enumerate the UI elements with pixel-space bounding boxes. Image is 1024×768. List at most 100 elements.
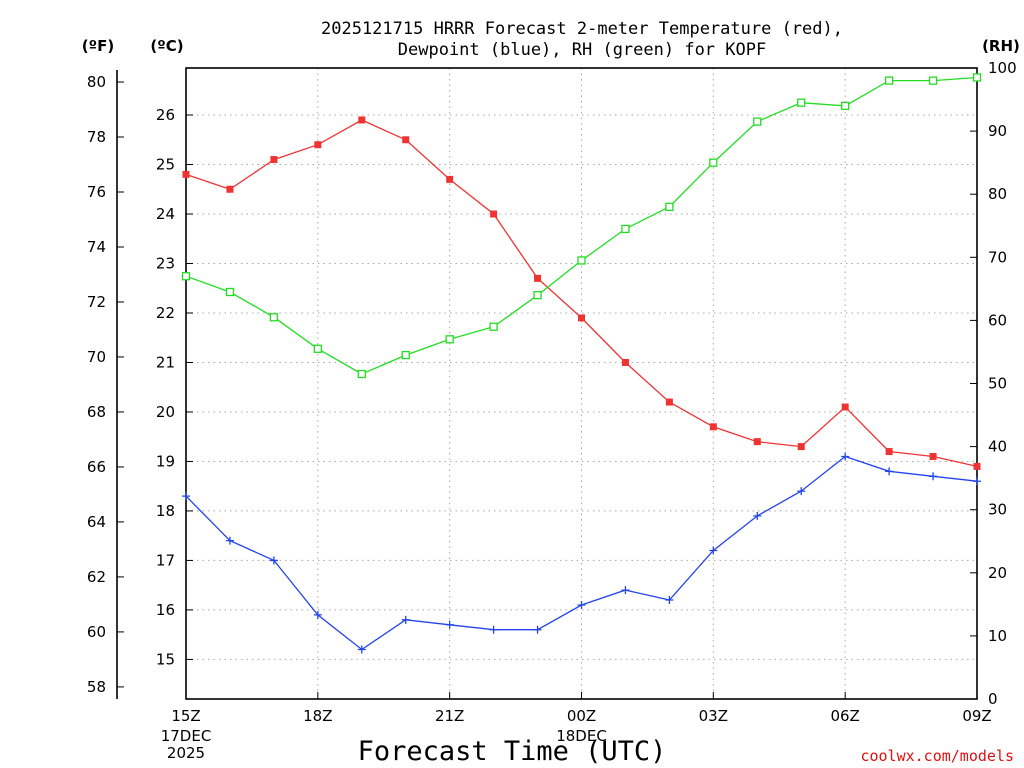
2-meter-temperature-point [578, 314, 585, 322]
dewpoint-point [182, 492, 190, 501]
axis-layer: 58 60 62 64 66 68 70 72 74 76 78 80 15 16 17 18 19 20 21 22… [87, 59, 1017, 762]
2-meter-temperature-point [929, 452, 937, 460]
celsius-tick-label: 18 [156, 502, 175, 520]
dewpoint-point [973, 477, 981, 486]
chart-title-line-1: 2025121715 HRRR Forecast 2-meter Tempera… [321, 19, 843, 39]
dewpoint-point [753, 511, 762, 520]
dewpoint-point [489, 625, 498, 634]
series-layer [181, 73, 982, 654]
fahrenheit-tick-label: 72 [87, 293, 106, 311]
rh-point [709, 158, 718, 167]
fahrenheit-tick-label: 76 [87, 183, 106, 201]
x-tick-sublabel: 17DEC [161, 727, 212, 745]
rh-point [841, 101, 850, 111]
rh-tick-label: 90 [988, 122, 1007, 140]
dewpoint-point [445, 620, 454, 629]
fahrenheit-tick-label: 74 [87, 238, 106, 256]
celsius-tick-label: 15 [156, 650, 175, 668]
dewpoint-point [885, 467, 894, 476]
rh-point [445, 335, 454, 344]
fahrenheit-tick-label: 80 [87, 73, 106, 91]
2-meter-temperature-point [358, 116, 366, 124]
celsius-tick-label: 17 [156, 551, 175, 569]
dewpoint-point [621, 586, 630, 595]
x-tick-label: 03Z [699, 707, 728, 725]
x-axis-title: Forecast Time (UTC) [358, 736, 667, 767]
2-meter-temperature-point [885, 448, 893, 456]
rh-tick-label: 10 [988, 627, 1007, 645]
rh-tick-label: 60 [988, 311, 1007, 329]
fahrenheit-tick-label: 70 [87, 348, 106, 366]
rh-point [665, 202, 674, 211]
2-meter-temperature-line [185, 119, 978, 468]
celsius-tick-label: 24 [156, 205, 175, 223]
x-tick-label: 15Z [171, 707, 200, 725]
fahrenheit-tick-label: 66 [87, 458, 106, 476]
rh-point [357, 369, 366, 379]
x-tick-label: 21Z [435, 707, 464, 725]
dewpoint-point [929, 472, 938, 481]
rh-tick-label: 30 [988, 501, 1007, 519]
rh-point [225, 287, 235, 297]
dewpoint-point [709, 546, 718, 555]
rh-point [269, 313, 279, 322]
dewpoint-point [401, 615, 410, 624]
rh-point [753, 117, 762, 126]
rh-tick-label: 100 [988, 59, 1017, 77]
2-meter-temperature-point [797, 443, 805, 451]
credit-label: coolwx.com/models [860, 747, 1014, 765]
dewpoint-point [269, 556, 278, 565]
chart-title-line-2: Dewpoint (blue), RH (green) for KOPF [398, 40, 766, 60]
2-meter-temperature-point [621, 358, 629, 366]
2-meter-temperature-point [446, 175, 454, 183]
dewpoint-point [225, 536, 234, 545]
2-meter-temperature-point [534, 274, 542, 282]
fahrenheit-unit-label: (ºF) [82, 37, 114, 55]
rh-tick-label: 0 [988, 690, 998, 708]
fahrenheit-tick-label: 62 [87, 568, 106, 586]
2-meter-temperature-point [490, 210, 498, 218]
rh-tick-label: 80 [988, 185, 1007, 203]
dewpoint-point [577, 600, 586, 609]
2-meter-temperature-point [665, 398, 673, 406]
x-tick-label: 09Z [962, 707, 991, 725]
rh-tick-label: 20 [988, 564, 1007, 582]
dewpoint-point [313, 610, 322, 619]
dewpoint-point [841, 452, 850, 461]
rh-point [928, 76, 938, 85]
celsius-unit-label: (ºC) [150, 37, 183, 55]
celsius-tick-label: 26 [156, 106, 175, 124]
rh-tick-label: 50 [988, 375, 1007, 393]
2-meter-temperature-point [226, 185, 234, 193]
rh-line [185, 76, 978, 375]
fahrenheit-tick-label: 78 [87, 128, 106, 146]
x-tick-label: 06Z [830, 707, 859, 725]
fahrenheit-tick-label: 64 [87, 513, 106, 531]
fahrenheit-tick-label: 60 [87, 623, 106, 641]
2-meter-temperature-point [841, 403, 849, 411]
dewpoint-point [533, 625, 542, 634]
rh-point [313, 344, 322, 353]
celsius-tick-label: 16 [156, 601, 175, 619]
rh-tick-label: 70 [988, 248, 1007, 266]
celsius-tick-label: 23 [156, 254, 175, 272]
rh-unit-label: (RH) [982, 37, 1020, 55]
2-meter-temperature-point [709, 423, 717, 431]
rh-point [621, 224, 630, 234]
dewpoint-point [357, 645, 366, 654]
x-tick-sublabel: 2025 [167, 744, 205, 762]
2-meter-temperature-point [270, 156, 278, 164]
dewpoint-point [797, 487, 806, 496]
x-tick-label: 00Z [567, 707, 596, 725]
rh-point [797, 98, 806, 107]
dewpoint-point [665, 596, 674, 605]
fahrenheit-tick-label: 58 [87, 678, 106, 696]
rh-point [884, 76, 894, 85]
x-tick-sublabel: 18DEC [556, 727, 607, 745]
rh-point [972, 73, 982, 82]
rh-point [181, 272, 191, 281]
rh-point [533, 291, 542, 300]
celsius-tick-label: 25 [156, 156, 175, 174]
x-tick-label: 18Z [303, 707, 332, 725]
celsius-tick-label: 22 [156, 304, 175, 322]
